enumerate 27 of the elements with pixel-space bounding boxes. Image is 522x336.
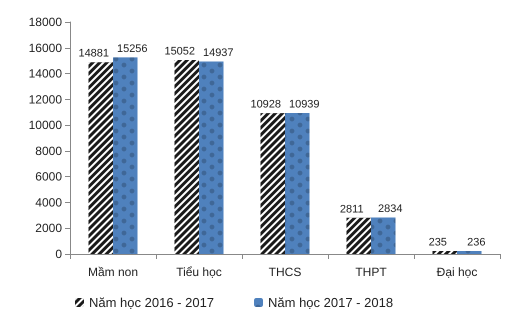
x-tick-label: Đại học bbox=[436, 265, 478, 279]
y-tick-label: 0 bbox=[55, 247, 62, 261]
y-tick-label: 16000 bbox=[28, 40, 62, 55]
y-tick-label: 14000 bbox=[28, 66, 62, 81]
x-tick-label: Mầm non bbox=[88, 265, 138, 279]
data-label: 15256 bbox=[116, 42, 148, 55]
x-tick-label: THPT bbox=[355, 265, 388, 279]
y-tick-label: 12000 bbox=[28, 92, 62, 106]
data-label: 14881 bbox=[78, 48, 110, 60]
data-label: 15052 bbox=[164, 45, 196, 58]
data-label: 10928 bbox=[250, 98, 282, 111]
legend-label: Năm học 2016 - 2017 bbox=[89, 295, 214, 310]
y-tick-label: 2000 bbox=[35, 221, 62, 236]
data-label: 10939 bbox=[288, 98, 320, 111]
y-tick-label: 18000 bbox=[28, 15, 62, 29]
y-tick-label: 10000 bbox=[28, 118, 62, 132]
data-label: 236 bbox=[467, 236, 486, 248]
x-tick-label: Tiểu học bbox=[176, 265, 222, 279]
data-label: 2834 bbox=[378, 202, 402, 215]
data-label: 14937 bbox=[202, 46, 234, 59]
y-tick-label: 6000 bbox=[35, 170, 62, 184]
data-label: 2811 bbox=[340, 203, 364, 216]
y-tick-label: 8000 bbox=[35, 144, 62, 158]
data-label: 235 bbox=[428, 236, 447, 248]
y-tick-label: 4000 bbox=[35, 195, 62, 210]
x-tick-label: THCS bbox=[268, 265, 302, 279]
legend-label: Năm học 2017 - 2018 bbox=[268, 295, 394, 310]
